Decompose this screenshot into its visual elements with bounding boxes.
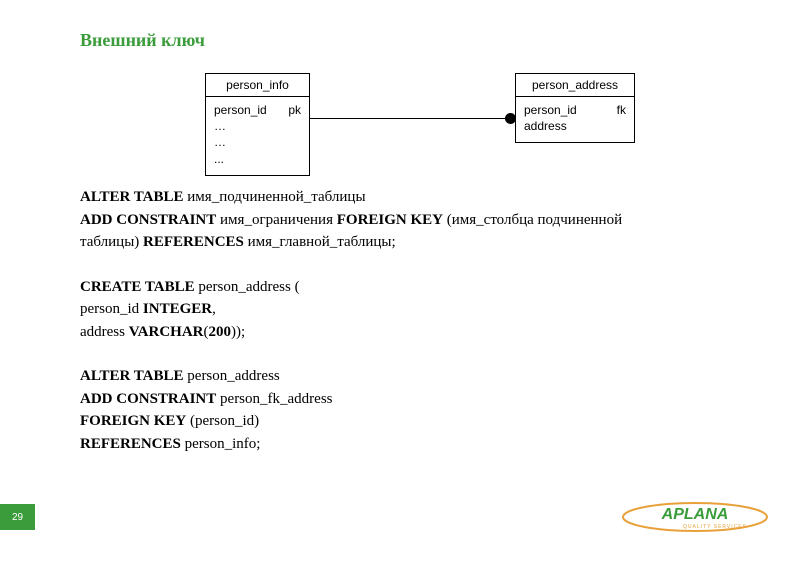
page-title: Внешний ключ xyxy=(80,30,720,51)
entity-body: person_id fk address xyxy=(516,97,634,142)
entity-cell: person_id xyxy=(524,102,577,118)
entity-person-address: person_address person_id fk address xyxy=(515,73,635,143)
logo-text: APLANA xyxy=(661,506,729,523)
entity-body: person_id pk … … ... xyxy=(206,97,309,175)
code-line: CREATE TABLE person_address ( xyxy=(80,276,720,299)
connector-line xyxy=(310,118,515,119)
entity-cell: … xyxy=(214,118,226,134)
entity-row: ... xyxy=(214,151,301,167)
code-line: REFERENCES person_info; xyxy=(80,433,720,456)
logo-subtext: QUALITY SERVICES xyxy=(683,524,747,530)
entity-cell: person_id xyxy=(214,102,267,118)
code-line: ALTER TABLE person_address xyxy=(80,365,720,388)
entity-row: person_id fk xyxy=(524,102,626,118)
code-line: таблицы) REFERENCES имя_главной_таблицы; xyxy=(80,231,720,254)
entity-row: address xyxy=(524,118,626,134)
entity-header: person_info xyxy=(206,74,309,97)
entity-person-info: person_info person_id pk … … ... xyxy=(205,73,310,176)
entity-row: … xyxy=(214,118,301,134)
page-number: 29 xyxy=(0,504,35,530)
code-line: ALTER TABLE имя_подчиненной_таблицы xyxy=(80,186,720,209)
code-line: ADD CONSTRAINT имя_ограничения FOREIGN K… xyxy=(80,209,720,232)
code-line: FOREIGN KEY (person_id) xyxy=(80,410,720,433)
entity-row: person_id pk xyxy=(214,102,301,118)
entity-cell: … xyxy=(214,134,226,150)
entity-header: person_address xyxy=(516,74,634,97)
slide-content: Внешний ключ person_info person_id pk … …… xyxy=(0,0,800,485)
entity-cell: ... xyxy=(214,151,224,167)
code-line: person_id INTEGER, xyxy=(80,298,720,321)
code-line: ADD CONSTRAINT person_fk_address xyxy=(80,388,720,411)
sql-code-block: ALTER TABLE имя_подчиненной_таблицы ADD … xyxy=(80,186,720,455)
code-line: address VARCHAR(200)); xyxy=(80,321,720,344)
entity-cell: pk xyxy=(288,102,301,118)
aplana-logo: APLANA QUALITY SERVICES xyxy=(620,499,770,535)
entity-cell: fk xyxy=(617,102,626,118)
er-diagram: person_info person_id pk … … ... person_a… xyxy=(205,73,720,168)
entity-row: … xyxy=(214,134,301,150)
entity-cell: address xyxy=(524,118,567,134)
